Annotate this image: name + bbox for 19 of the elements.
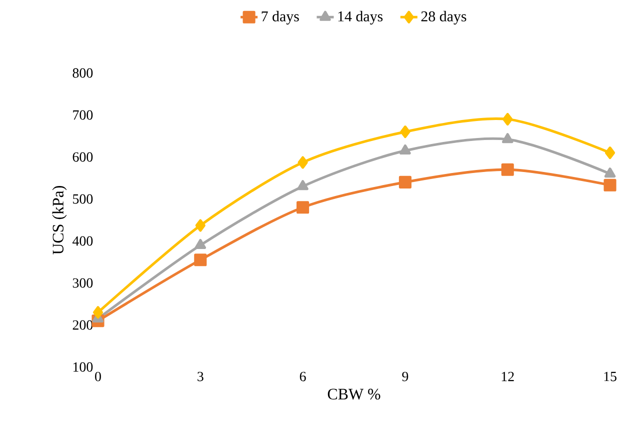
y-tick-label: 500 <box>73 194 93 204</box>
y-tick-label: 700 <box>73 110 93 120</box>
x-tick-label: 0 <box>95 372 101 382</box>
legend-label: 14 days <box>338 10 383 24</box>
x-tick-label: 9 <box>402 372 408 382</box>
y-tick-label: 400 <box>72 236 93 246</box>
legend-label: 28 days <box>421 10 466 24</box>
y-tick-label: 100 <box>73 362 93 372</box>
x-tick-label: 6 <box>300 372 306 382</box>
y-tick-label: 300 <box>72 278 93 288</box>
y-axis-title: UCS (kPa) <box>52 186 67 254</box>
x-tick-label: 15 <box>604 372 616 382</box>
y-tick-label: 800 <box>72 68 93 78</box>
x-tick-label: 3 <box>198 372 204 382</box>
x-tick-label: 12 <box>502 372 514 382</box>
legend-label: 7 days <box>262 10 299 24</box>
x-axis-title: CBW % <box>328 388 380 400</box>
y-tick-label: 600 <box>72 152 93 162</box>
y-tick-label: 200 <box>72 320 93 330</box>
